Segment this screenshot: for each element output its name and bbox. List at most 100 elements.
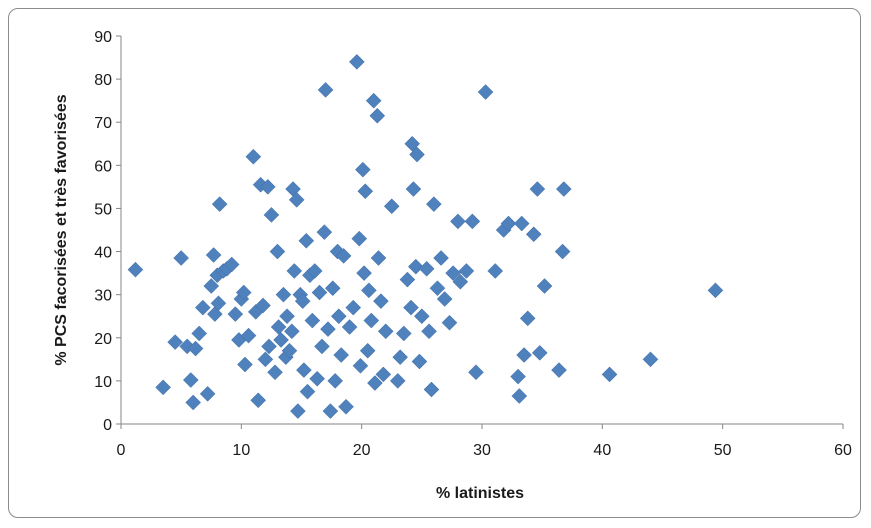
data-point — [185, 394, 202, 411]
data-point — [531, 345, 548, 361]
chart-frame — [8, 8, 861, 518]
data-point — [245, 148, 262, 165]
data-point — [389, 373, 406, 389]
data-point — [441, 314, 458, 331]
y-tick-labels: 0 10 20 30 40 50 60 70 80 90 — [94, 29, 112, 434]
data-point — [468, 364, 484, 381]
data-point — [356, 265, 372, 281]
data-point — [306, 263, 323, 279]
data-point — [403, 299, 419, 316]
data-point — [418, 260, 435, 277]
data-point — [357, 183, 374, 200]
data-point — [361, 282, 377, 299]
data-point — [155, 379, 171, 396]
data-point — [383, 198, 400, 215]
data-point — [348, 54, 365, 70]
data-point — [284, 323, 300, 340]
data-point — [288, 191, 305, 208]
data-point — [375, 366, 392, 383]
data-point — [240, 327, 257, 344]
data-point — [320, 321, 336, 338]
data-point — [551, 362, 567, 378]
data-point — [309, 370, 325, 387]
data-point — [525, 226, 542, 243]
data-point — [227, 306, 244, 322]
data-point — [500, 215, 517, 232]
y-axis-title: % PCS facorisées et très favorisées — [53, 94, 70, 365]
data-point — [365, 92, 382, 109]
data-point — [373, 293, 389, 309]
data-point — [299, 383, 316, 400]
data-point — [423, 381, 440, 398]
data-point — [223, 256, 240, 273]
data-point — [203, 278, 220, 294]
data-point — [369, 107, 386, 124]
data-point — [513, 215, 530, 232]
data-point — [445, 265, 461, 281]
data-point — [330, 308, 347, 325]
y-tick-label: 0 — [103, 417, 112, 434]
data-point — [642, 351, 659, 368]
data-point — [707, 282, 724, 299]
data-point — [405, 181, 422, 197]
data-point — [516, 347, 532, 363]
data-point — [273, 332, 289, 348]
data-point — [194, 299, 211, 316]
data-point — [211, 196, 228, 212]
data-point — [324, 280, 341, 297]
x-tick-label: 10 — [232, 442, 250, 459]
data-point — [255, 297, 271, 314]
y-tick-label: 50 — [94, 201, 112, 218]
data-point — [367, 375, 383, 391]
data-point — [399, 271, 416, 288]
x-tick-label: 60 — [834, 442, 852, 459]
data-point — [536, 278, 553, 294]
y-tick-label: 20 — [94, 331, 112, 348]
data-point — [395, 325, 412, 342]
data-point — [407, 258, 424, 275]
y-tick-label: 90 — [94, 29, 112, 46]
data-point — [519, 310, 536, 327]
data-point — [296, 362, 312, 378]
x-axis-title: % latinistes — [436, 485, 524, 502]
data-point — [352, 357, 369, 374]
data-point — [338, 398, 354, 415]
x-tick-label: 0 — [117, 442, 126, 459]
data-point — [377, 323, 394, 340]
axis-tick-marks — [116, 35, 844, 429]
data-point — [452, 273, 469, 290]
data-point — [409, 146, 425, 163]
data-point — [327, 373, 344, 389]
data-point — [275, 286, 292, 303]
y-tick-label: 70 — [94, 115, 112, 132]
data-point — [250, 392, 267, 409]
y-tick-label: 80 — [94, 72, 112, 89]
data-point — [263, 207, 280, 223]
data-point — [237, 356, 253, 373]
data-point — [257, 351, 274, 368]
data-point — [426, 196, 442, 212]
data-point — [261, 338, 277, 355]
y-tick-label: 40 — [94, 245, 112, 262]
data-point — [210, 295, 227, 312]
data-point — [187, 340, 204, 357]
data-point — [294, 293, 311, 309]
data-point — [421, 323, 437, 340]
data-point — [458, 263, 475, 279]
data-point — [510, 368, 526, 385]
data-point — [351, 230, 368, 247]
data-point — [529, 181, 546, 197]
data-point — [450, 213, 466, 230]
data-point — [290, 403, 306, 419]
data-point — [267, 364, 283, 381]
data-point — [279, 308, 295, 325]
x-tick-label: 20 — [353, 442, 371, 459]
data-point — [335, 248, 352, 264]
y-tick-label: 60 — [94, 158, 112, 175]
data-point — [429, 280, 446, 297]
data-point — [317, 82, 334, 98]
data-point — [436, 291, 453, 307]
data-point — [370, 250, 387, 266]
data-point — [259, 179, 276, 195]
